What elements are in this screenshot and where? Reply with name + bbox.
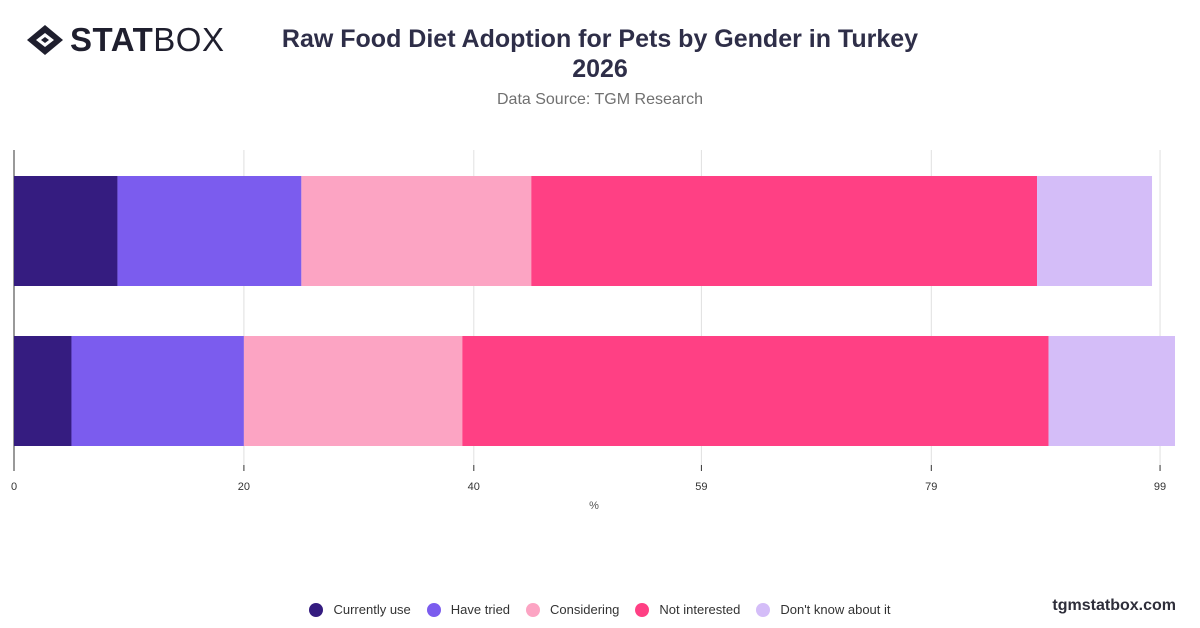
logo-wordmark: STATBOX <box>70 21 225 58</box>
legend-item[interactable]: Currently use <box>309 602 411 617</box>
bar-segment <box>462 336 1049 446</box>
chart-title: Raw Food Diet Adoption for Pets by Gende… <box>250 24 950 84</box>
chart-title-line-2: 2026 <box>572 55 628 83</box>
legend-swatch <box>635 602 650 617</box>
bar-segment <box>1037 176 1153 286</box>
x-axis-label: % <box>589 500 599 512</box>
legend-swatch <box>756 602 771 617</box>
legend-label: Currently use <box>333 602 411 617</box>
bar-segment <box>14 336 72 446</box>
x-tick-label: 79 <box>925 481 937 493</box>
bar-segment <box>14 176 118 286</box>
legend-swatch <box>309 602 324 617</box>
legend-swatch <box>426 602 441 617</box>
bar-segment <box>71 336 244 446</box>
diamond-logo-icon <box>27 25 63 55</box>
bar-segment <box>243 336 463 446</box>
chart-title-line-1: Raw Food Diet Adoption for Pets by Gende… <box>281 25 919 53</box>
chart-legend: Currently use Have tried Considering Not in… <box>0 602 1200 617</box>
chart-subtitle: Data Source: TGM Research <box>496 91 703 108</box>
legend-label: Not interested <box>659 602 741 617</box>
statbox-logo: STATBOX <box>26 22 224 58</box>
legend-label: Considering <box>550 602 620 617</box>
legend-item[interactable]: Not interested <box>635 602 740 617</box>
legend-label: Don't know about it <box>780 602 891 617</box>
bar-segment <box>531 176 1038 286</box>
x-tick-label: 40 <box>468 481 480 493</box>
bar-segment <box>1048 336 1175 446</box>
stacked-bar-chart: 0 20 40 59 79 99% <box>11 150 1175 512</box>
legend-item[interactable]: Have tried <box>426 602 511 617</box>
x-tick-label: 20 <box>238 481 250 493</box>
bar-segment <box>301 176 532 286</box>
bar-segment <box>117 176 302 286</box>
x-tick-label: 59 <box>695 481 707 493</box>
x-tick-label: 0 <box>11 481 17 493</box>
legend-swatch <box>526 602 541 617</box>
footer-site-link[interactable]: tgmstatbox.com <box>1052 597 1176 614</box>
legend-label: Have tried <box>450 602 511 617</box>
x-tick-label: 99 <box>1154 481 1166 493</box>
legend-item[interactable]: Considering <box>526 602 619 617</box>
legend-item[interactable]: Don't know about it <box>756 602 891 617</box>
